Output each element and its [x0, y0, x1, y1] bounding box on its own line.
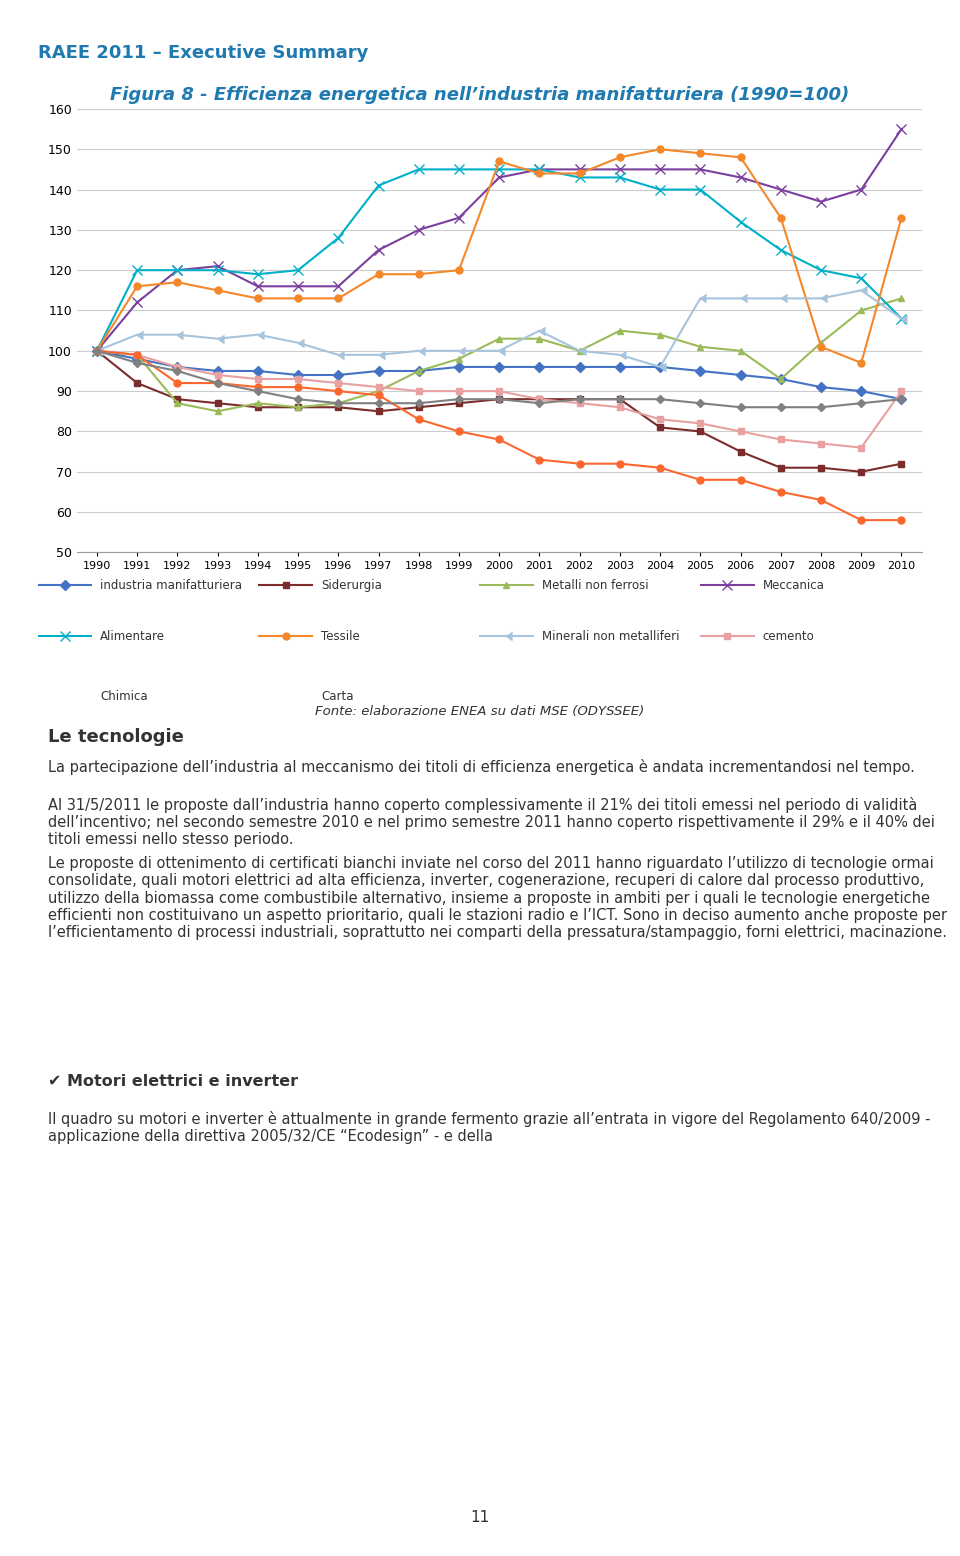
Text: Al 31/5/2011 le proposte dall’industria hanno coperto complessivamente il 21% de: Al 31/5/2011 le proposte dall’industria … — [48, 797, 935, 848]
Text: RAEE 2011 – Executive Summary: RAEE 2011 – Executive Summary — [38, 44, 369, 62]
Text: Alimentare: Alimentare — [100, 630, 165, 643]
Text: La partecipazione dell’industria al meccanismo dei titoli di efficienza energeti: La partecipazione dell’industria al mecc… — [48, 759, 915, 775]
Text: Fonte: elaborazione ENEA su dati MSE (ODYSSEE): Fonte: elaborazione ENEA su dati MSE (OD… — [316, 705, 644, 717]
Text: cemento: cemento — [762, 630, 814, 643]
Text: Chimica: Chimica — [100, 691, 148, 703]
Text: Minerali non metalliferi: Minerali non metalliferi — [541, 630, 680, 643]
Text: ✔ Motori elettrici e inverter: ✔ Motori elettrici e inverter — [48, 1074, 299, 1089]
Text: Tessile: Tessile — [321, 630, 360, 643]
Text: Le proposte di ottenimento di certificati bianchi inviate nel corso del 2011 han: Le proposte di ottenimento di certificat… — [48, 856, 947, 940]
Text: Metalli non ferrosi: Metalli non ferrosi — [541, 579, 648, 591]
Text: 11: 11 — [470, 1509, 490, 1525]
Text: Il quadro su motori e inverter è attualmente in grande fermento grazie all’entra: Il quadro su motori e inverter è attualm… — [48, 1111, 930, 1144]
Text: industria manifatturiera: industria manifatturiera — [100, 579, 242, 591]
Text: Siderurgia: Siderurgia — [321, 579, 382, 591]
Text: Le tecnologie: Le tecnologie — [48, 728, 184, 747]
Text: Carta: Carta — [321, 691, 353, 703]
Text: Meccanica: Meccanica — [762, 579, 825, 591]
Text: Figura 8 - Efficienza energetica nell’industria manifatturiera (1990=100): Figura 8 - Efficienza energetica nell’in… — [110, 86, 850, 104]
